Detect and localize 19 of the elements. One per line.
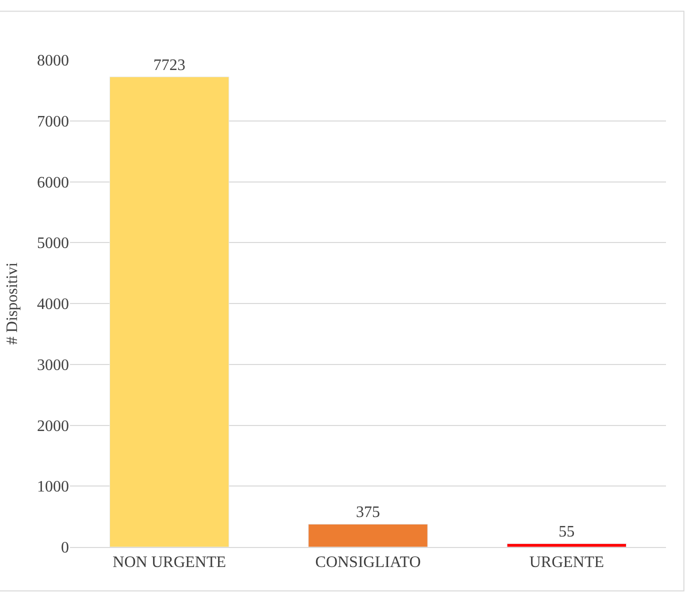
- y-tick-label: 6000: [37, 174, 69, 192]
- x-tick-label: URGENTE: [529, 554, 604, 572]
- y-tick-label: 4000: [37, 296, 69, 314]
- y-tick-label: 8000: [37, 52, 69, 70]
- data-label: 7723: [153, 56, 186, 74]
- y-tick-label: 7000: [37, 113, 69, 130]
- y-axis-title: # Dispositivi: [4, 262, 21, 345]
- bar: [308, 524, 428, 547]
- y-tick-label: 5000: [37, 235, 69, 252]
- data-label: 55: [558, 524, 575, 541]
- bar: [506, 543, 627, 547]
- bar: [109, 76, 230, 547]
- y-tick-label: 2000: [37, 418, 69, 435]
- x-tick-label: CONSIGLIATO: [315, 554, 421, 572]
- y-tick-label: 3000: [37, 356, 69, 374]
- y-tick-label: 1000: [37, 478, 69, 496]
- x-tick-label: NON URGENTE: [112, 554, 226, 572]
- y-tick-label: 0: [61, 540, 69, 557]
- data-label: 375: [356, 504, 380, 522]
